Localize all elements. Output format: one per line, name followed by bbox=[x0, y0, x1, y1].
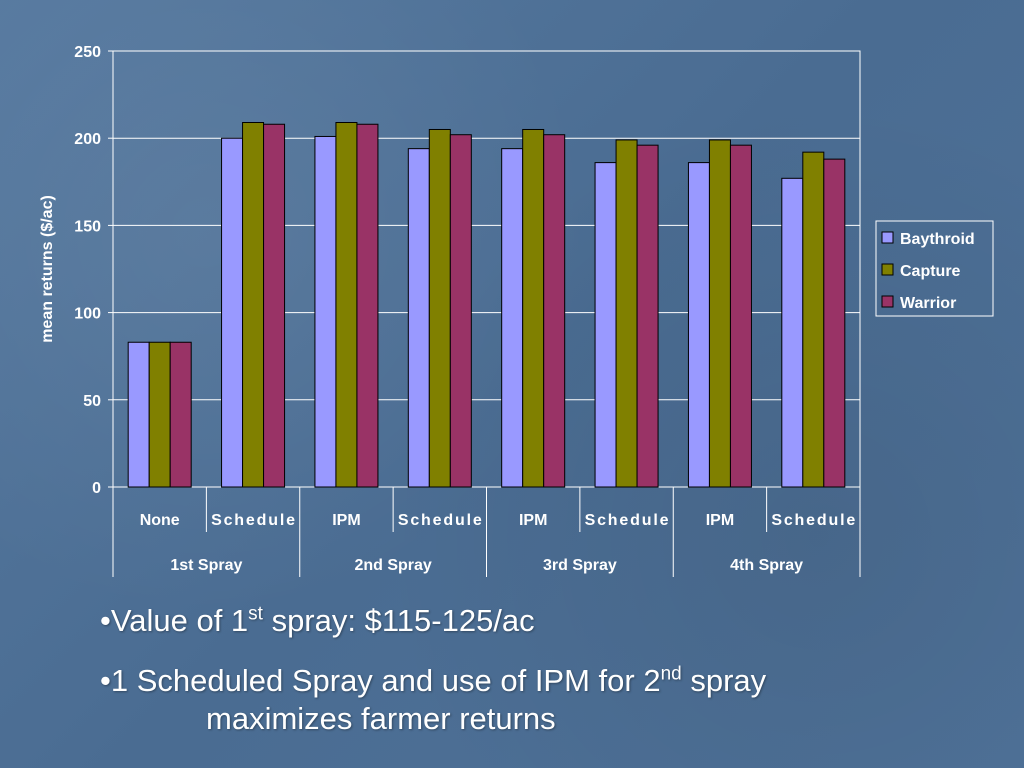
y-tick-label: 250 bbox=[74, 44, 101, 61]
y-tick-label: 150 bbox=[74, 218, 101, 235]
bullet-2-rest: spray bbox=[681, 663, 767, 698]
y-tick-label: 100 bbox=[74, 306, 101, 323]
bar-capture bbox=[615, 139, 638, 488]
x-category-label: Schedule bbox=[771, 512, 855, 529]
bar-warrior bbox=[356, 123, 379, 488]
bar-baythroid bbox=[594, 162, 617, 488]
bar-capture bbox=[335, 122, 358, 488]
x-category-label: Schedule bbox=[585, 512, 669, 529]
bar-warrior bbox=[543, 134, 566, 488]
bullet-2-line2: maximizes farmer returns bbox=[206, 701, 556, 736]
bar-capture bbox=[522, 128, 545, 488]
bullet-1-sup: st bbox=[248, 603, 263, 625]
bar-baythroid bbox=[407, 148, 430, 488]
returns-bar-chart: 0 50 100 150 200 250 mean returns ($/ac) None Sc… bbox=[39, 44, 994, 577]
legend-swatch-capture bbox=[881, 263, 894, 276]
bar-capture bbox=[148, 341, 171, 488]
x-group-label: 4th Spray bbox=[730, 557, 803, 574]
bar-capture bbox=[708, 139, 731, 488]
x-group-label: 2nd Spray bbox=[354, 557, 431, 574]
x-category-label: IPM bbox=[706, 512, 734, 529]
legend-swatch-warrior bbox=[881, 295, 894, 308]
bullet-value-first-spray: •Value of 1st spray: $115-125/ac bbox=[100, 602, 1000, 640]
legend-swatch-baythroid bbox=[881, 231, 894, 244]
y-tick-label: 200 bbox=[74, 131, 101, 148]
bar-baythroid bbox=[501, 148, 524, 488]
legend-label-baythroid: Baythroid bbox=[900, 231, 975, 248]
bullet-1-rest: spray: $115-125/ac bbox=[262, 603, 535, 638]
bullet-2-sup: nd bbox=[660, 663, 682, 685]
bar-warrior bbox=[636, 144, 659, 488]
bullet-ipm-recommendation: •1 Scheduled Spray and use of IPM for 2n… bbox=[100, 662, 1000, 738]
legend-box bbox=[875, 220, 994, 317]
bar-warrior bbox=[263, 123, 286, 488]
bullet-list: •Value of 1st spray: $115-125/ac •1 Sche… bbox=[100, 602, 1000, 760]
bar-baythroid bbox=[221, 137, 244, 488]
bullet-2-text: •1 Scheduled Spray and use of IPM for 2 bbox=[100, 663, 661, 698]
bar-capture bbox=[428, 128, 451, 488]
bar-capture bbox=[802, 151, 825, 488]
bar-baythroid bbox=[127, 341, 150, 488]
x-category-label: IPM bbox=[519, 512, 547, 529]
legend-label-capture: Capture bbox=[900, 263, 961, 280]
x-group-label: 3rd Spray bbox=[543, 557, 617, 574]
bullet-1-text: •Value of 1 bbox=[100, 603, 249, 638]
x-category-label: Schedule bbox=[398, 512, 482, 529]
bar-baythroid bbox=[687, 162, 710, 488]
legend-label-warrior: Warrior bbox=[900, 295, 956, 312]
bar-baythroid bbox=[314, 135, 337, 488]
x-category-label: Schedule bbox=[211, 512, 295, 529]
bar-warrior bbox=[823, 158, 846, 488]
x-category-label: None bbox=[140, 512, 180, 529]
y-tick-label: 50 bbox=[83, 393, 101, 410]
x-group-label: 1st Spray bbox=[170, 557, 242, 574]
y-tick-label: 0 bbox=[92, 480, 101, 497]
x-category-label: IPM bbox=[332, 512, 360, 529]
bar-warrior bbox=[729, 144, 752, 488]
bar-baythroid bbox=[781, 177, 804, 488]
bar-capture bbox=[242, 122, 265, 488]
y-axis-label: mean returns ($/ac) bbox=[39, 195, 56, 343]
bar-warrior bbox=[169, 341, 192, 488]
bar-warrior bbox=[449, 134, 472, 488]
